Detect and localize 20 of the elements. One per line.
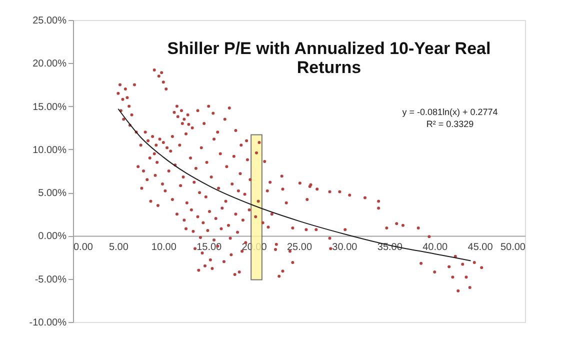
x-tick-label: 5.00	[108, 242, 129, 254]
y-tick-label: 10.00%	[32, 144, 67, 156]
y-tick-label: 20.00%	[32, 58, 67, 70]
annotation: R² = 0.3329	[426, 119, 474, 129]
y-tick-label: 5.00%	[38, 188, 67, 200]
x-tick-label: 45.00	[468, 242, 494, 254]
x-tick-label: 25.00	[286, 242, 312, 254]
text: Shiller P/E with Annualized 10-Year Real Returns	[167, 39, 491, 77]
y-tick-label: 0.00%	[38, 231, 67, 242]
x-tick-label: 10.00	[151, 242, 177, 254]
y-tick-label: -10.00%	[29, 318, 67, 328]
x-tick-label: 40.00	[422, 242, 448, 254]
x-tick-label: 15.00	[196, 242, 222, 254]
x-tick-label: 30.00	[332, 242, 358, 254]
annotation: y = -0.081ln(x) + 0.2774	[402, 107, 498, 117]
x-tick-label: 50.00	[500, 242, 526, 254]
y-tick-label: 25.00%	[32, 16, 67, 26]
y-tick-label: -5.00%	[34, 274, 67, 286]
x-tick-label: 0.00	[74, 242, 94, 254]
y-tick-label: 15.00%	[32, 102, 67, 113]
